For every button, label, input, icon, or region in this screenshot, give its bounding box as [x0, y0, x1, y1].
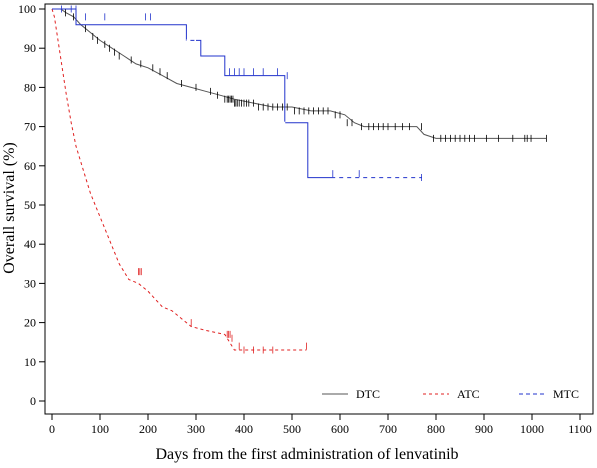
x-axis-title: Days from the first administration of le…	[155, 446, 458, 463]
y-axis-title: Overall survival (%)	[1, 142, 18, 274]
y-tick-label: 10	[24, 355, 36, 369]
y-tick-label: 100	[18, 2, 36, 16]
x-axis: 0 100 200 300 400 500 600 700 800 900 1000 1100	[49, 414, 592, 436]
y-tick-label: 70	[24, 120, 36, 134]
y-tick-label: 60	[24, 159, 36, 173]
x-tick-label: 600	[331, 422, 349, 436]
x-tick-label: 700	[379, 422, 397, 436]
x-tick-label: 200	[139, 422, 157, 436]
y-tick-label: 40	[24, 237, 36, 251]
x-tick-label: 1100	[568, 422, 592, 436]
y-tick-label: 80	[24, 80, 36, 94]
x-tick-label: 0	[49, 422, 55, 436]
y-tick-label: 50	[24, 198, 36, 212]
y-tick-label: 0	[30, 394, 36, 408]
legend-label-dtc: DTC	[356, 387, 380, 401]
x-tick-label: 100	[91, 422, 109, 436]
plot-frame-rect	[44, 3, 594, 415]
x-tick-label: 400	[235, 422, 253, 436]
y-tick-label: 20	[24, 316, 36, 330]
plot-frame	[44, 3, 594, 415]
legend-label-mtc: MTC	[553, 387, 579, 401]
censor-layer	[61, 5, 547, 354]
series-layer	[51, 8, 547, 351]
series-atc-line	[51, 8, 307, 351]
x-tick-label: 900	[475, 422, 493, 436]
y-tick-label: 30	[24, 276, 36, 290]
x-tick-label: 300	[187, 422, 205, 436]
legend: DTC ATC MTC	[322, 387, 579, 401]
x-tick-label: 500	[283, 422, 301, 436]
y-tick-label: 90	[24, 41, 36, 55]
x-tick-label: 1000	[520, 422, 544, 436]
y-axis: 0 10 20 30 40 50 60 70 80 90 100	[18, 2, 45, 408]
x-tick-label: 800	[427, 422, 445, 436]
legend-label-atc: ATC	[457, 387, 480, 401]
series-mtc-line	[52, 8, 422, 179]
series-dtc-line	[52, 8, 547, 139]
